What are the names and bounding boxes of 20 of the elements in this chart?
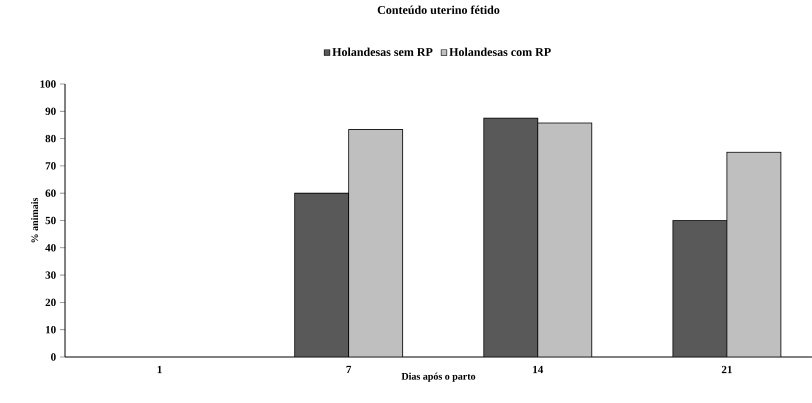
y-tick-label: 80 (46, 134, 56, 142)
x-tick-label: 1 (158, 366, 162, 374)
y-tick-label: 20 (46, 298, 56, 306)
y-tick-label: 40 (45, 244, 56, 252)
y-tick-label: 90 (45, 108, 56, 116)
y-axis-title: % animais (31, 198, 38, 242)
y-tick-label: 0 (51, 353, 56, 361)
y-tick-label: 60 (46, 189, 56, 197)
y-tick-label: 10 (46, 326, 56, 334)
y-tick-label: 30 (46, 271, 56, 279)
x-tick-label: 14 (533, 366, 544, 374)
x-axis-title: Dias após o parto (402, 372, 476, 382)
legend-label: Holandesas com RP (449, 48, 551, 56)
y-tick-label: 70 (46, 162, 56, 170)
x-tick-label: 7 (346, 366, 352, 374)
chart-title: Conteúdo uterino fétido (378, 5, 500, 14)
legend-label: Holandesas sem RP (332, 48, 432, 56)
x-tick-label: 21 (722, 366, 732, 374)
y-tick-label: 100 (40, 80, 56, 88)
y-tick-label: 50 (46, 216, 56, 224)
